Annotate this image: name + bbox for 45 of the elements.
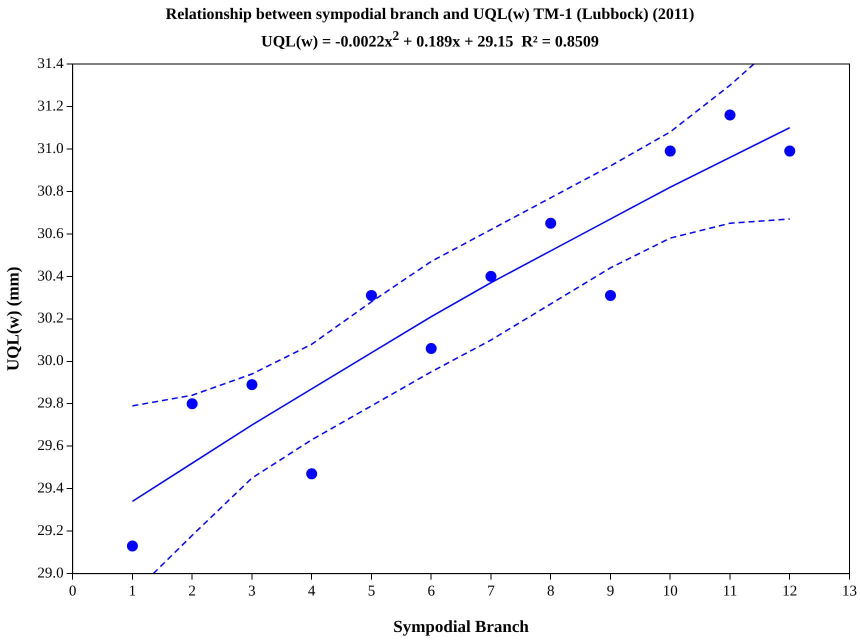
point: [366, 290, 377, 301]
y-tick-label: 30.8: [37, 183, 64, 200]
x-tick-label: 0: [68, 584, 76, 600]
x-tick-label: 3: [248, 584, 256, 600]
line-series: [132, 64, 755, 407]
point: [604, 290, 616, 301]
point: [126, 540, 138, 552]
x-tick-label: 6: [427, 584, 436, 600]
y-axis-title: UQL(w) (mm): [4, 266, 23, 371]
y-tick-label: 31.4: [37, 56, 64, 72]
y-tick-label: 29.8: [37, 396, 64, 412]
point: [186, 398, 198, 410]
point: [426, 343, 437, 354]
y-tick-label: 30.6: [37, 226, 64, 242]
x-tick-label: 4: [308, 584, 316, 600]
chart-title: Relationship between sympodial branch and UQL(w) TM-1 (Lubbock) (2011): [164, 5, 696, 25]
x-tick-label: 8: [546, 584, 554, 600]
point: [784, 146, 796, 157]
y-tick-label: 29.0: [37, 566, 64, 582]
x-tick-label: 13: [842, 584, 857, 600]
x-tick-label: 5: [368, 584, 376, 600]
x-tick-label: 11: [722, 584, 738, 600]
point: [246, 379, 258, 390]
line-series: [152, 218, 790, 574]
chart-subtitle: UQL(w) = -0.0022x$^{2}$ + 0.189x + 29.15 R² = 0.8509: [260, 27, 600, 52]
y-tick-label: 29.2: [37, 523, 64, 540]
point: [724, 109, 736, 120]
point: [545, 218, 556, 229]
y-tick-label: 29.6: [37, 438, 64, 454]
y-tick-label: 31.0: [37, 140, 64, 157]
y-tick-label: 30.2: [37, 310, 64, 327]
x-tick-label: 1: [128, 584, 136, 600]
x-tick-label: 12: [782, 584, 798, 600]
x-axis-title: Sympodial Branch: [393, 617, 530, 636]
y-tick-label: 30.4: [37, 268, 64, 284]
point: [664, 146, 676, 157]
point: [306, 468, 318, 480]
x-tick-label: 9: [606, 584, 614, 600]
x-tick-label: 10: [662, 584, 678, 600]
x-tick-label: 7: [487, 584, 496, 600]
y-tick-label: 30.0: [37, 353, 64, 370]
point: [485, 270, 496, 282]
x-tick-label: 2: [188, 584, 196, 600]
y-tick-label: 29.4: [37, 480, 64, 497]
y-tick-label: 31.2: [37, 98, 64, 114]
